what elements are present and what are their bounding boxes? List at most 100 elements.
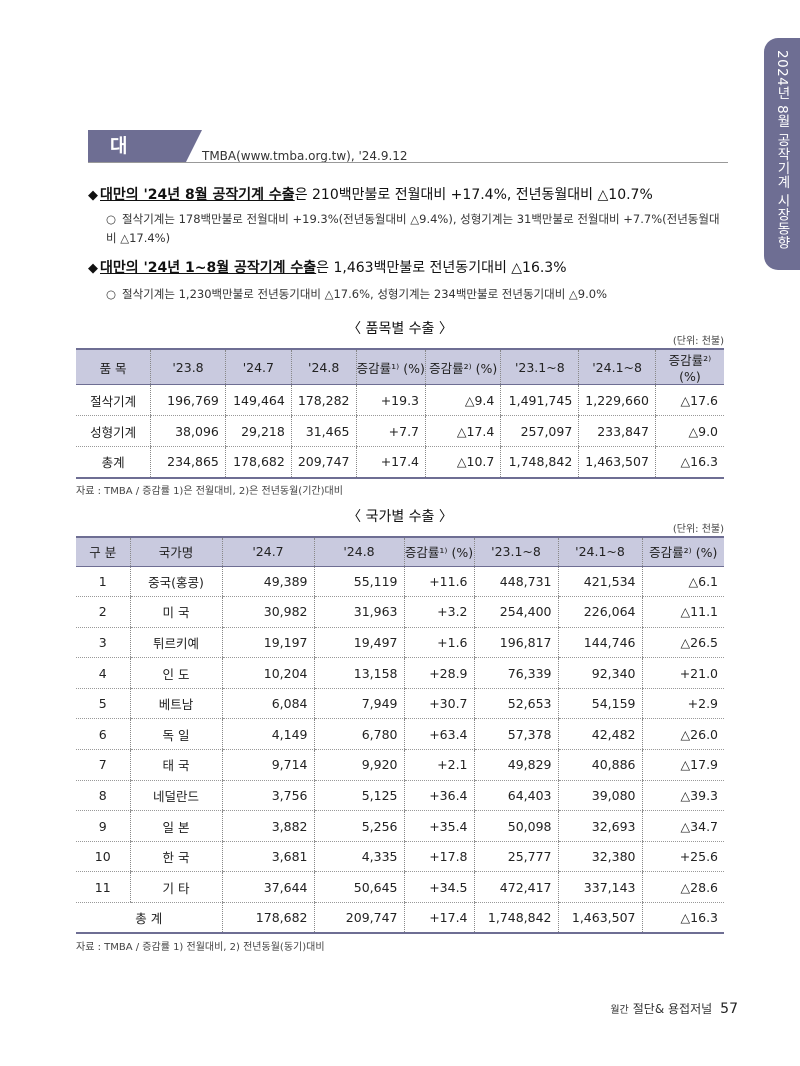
cell: 64,403 xyxy=(473,780,558,812)
cell: 튀르키예 xyxy=(129,627,222,659)
cell: 32,693 xyxy=(557,810,642,842)
cell: 226,064 xyxy=(557,596,642,628)
table2-title: 〈 국가별 수출 〉 xyxy=(347,509,453,525)
cell: 19,497 xyxy=(313,627,404,659)
cell: 29,218 xyxy=(224,415,292,447)
cell: 독 일 xyxy=(129,718,222,751)
cell: 337,143 xyxy=(557,871,642,904)
cell: 일 본 xyxy=(129,810,222,842)
col-header: 품 목 xyxy=(76,348,151,385)
cell: +2.1 xyxy=(403,749,474,781)
cell: 76,339 xyxy=(473,657,558,689)
cell: 5 xyxy=(76,688,130,720)
cell: △9.4 xyxy=(425,384,501,416)
cell: 31,465 xyxy=(290,415,357,447)
table1-unit: (단위: 천불) xyxy=(672,336,724,347)
table2-unit: (단위: 천불) xyxy=(672,524,724,535)
magazine-prefix: 월간 xyxy=(610,1005,629,1016)
cell: 7 xyxy=(76,749,130,781)
cell: 4 xyxy=(76,657,130,689)
table-row: 11 기 타 37,644 50,645 +34.5 472,417 337,143 △28.… xyxy=(76,871,724,904)
cell: 149,464 xyxy=(224,384,292,416)
col-header: 증감률¹⁾ (%) xyxy=(403,536,474,567)
cell: 한 국 xyxy=(129,841,222,873)
cell: 1,463,507 xyxy=(557,902,642,935)
cell: 3,681 xyxy=(221,841,314,873)
col-header: 증감률¹⁾ (%) xyxy=(355,348,426,385)
cell: △26.0 xyxy=(641,718,724,751)
cell: 40,886 xyxy=(557,749,642,781)
diamond-bullet-icon: ◆ xyxy=(88,261,98,276)
cell: +19.3 xyxy=(355,384,426,416)
bullet-2-underlined: 대만의 '24년 1~8월 공작기계 수출 xyxy=(100,260,317,276)
cell: 5,256 xyxy=(313,810,404,842)
cell: 25,777 xyxy=(473,841,558,873)
table-row: 성형기계 38,096 29,218 31,465 +7.7 △17.4 257… xyxy=(76,415,724,447)
cell: 네덜란드 xyxy=(129,780,222,812)
bullet-1-rest: 은 210백만불로 전월대비 +17.4%, 전년동월대비 △10.7% xyxy=(294,187,653,203)
table-row: 3 튀르키예 19,197 19,497 +1.6 196,817 144,746 △26.5 xyxy=(76,627,724,659)
cell: +17.8 xyxy=(403,841,474,873)
table-row: 10 한 국 3,681 4,335 +17.8 25,777 32,380 +25.6 xyxy=(76,841,724,873)
cell: 178,282 xyxy=(290,384,357,416)
cell: +1.6 xyxy=(403,627,474,659)
cell: △26.5 xyxy=(641,627,724,659)
cell: +17.4 xyxy=(355,446,426,479)
magazine-name: 절단& 용접저널 xyxy=(632,1002,713,1016)
cell: 인 도 xyxy=(129,657,222,689)
cell: △17.6 xyxy=(654,384,724,416)
cell: 3,756 xyxy=(221,780,314,812)
table-header-row: 구 분 국가명 '24.7 '24.8 증감률¹⁾ (%) '23.1~8 '2… xyxy=(76,536,724,567)
cell: 32,380 xyxy=(557,841,642,873)
cell: 성형기계 xyxy=(76,415,151,447)
cell: 38,096 xyxy=(150,415,226,447)
cell: 4,149 xyxy=(221,718,314,751)
cell: 234,865 xyxy=(150,446,226,479)
cell: △17.4 xyxy=(425,415,501,447)
cell: 6,780 xyxy=(313,718,404,751)
bullet-sub-1: ○ 절삭기계는 178백만불로 전월대비 +19.3%(전년동월대비 △9.4%)… xyxy=(106,210,724,248)
cell: 태 국 xyxy=(129,749,222,781)
bullet-sub-2: ○ 절삭기계는 1,230백만불로 전년동기대비 △17.6%, 성형기계는 23… xyxy=(106,285,724,304)
page-footer: 월간 절단& 용접저널 57 xyxy=(610,1000,738,1017)
table-header-row: 품 목 '23.8 '24.7 '24.8 증감률¹⁾ (%) 증감률²⁾ (%… xyxy=(76,348,724,385)
cell: 31,963 xyxy=(313,596,404,628)
cell: +7.7 xyxy=(355,415,426,447)
cell: 92,340 xyxy=(557,657,642,689)
col-header: '24.8 xyxy=(313,536,404,567)
product-export-table: 품 목 '23.8 '24.7 '24.8 증감률¹⁾ (%) 증감률²⁾ (%… xyxy=(76,348,724,479)
circle-bullet-icon: ○ xyxy=(106,212,117,226)
table-row-total: 총 계 178,682 209,747 +17.4 1,748,842 1,463,507… xyxy=(76,902,724,935)
cell: 39,080 xyxy=(557,780,642,812)
cell: 1,491,745 xyxy=(500,384,579,416)
cell: △34.7 xyxy=(641,810,724,842)
cell: +17.4 xyxy=(403,902,474,935)
col-header: 증감률²⁾ (%) xyxy=(654,348,724,385)
cell: △6.1 xyxy=(641,566,724,598)
cell: +11.6 xyxy=(403,566,474,598)
cell: +3.2 xyxy=(403,596,474,628)
col-header: 국가명 xyxy=(129,536,222,567)
cell: △16.3 xyxy=(641,902,724,935)
cell: +34.5 xyxy=(403,871,474,904)
source-citation: TMBA(www.tmba.org.tw), '24.9.12 xyxy=(202,149,408,163)
cell: 19,197 xyxy=(221,627,314,659)
cell: 1,748,842 xyxy=(500,446,579,479)
cell: 1 xyxy=(76,566,130,598)
table-row: 8 네덜란드 3,756 5,125 +36.4 64,403 39,080 △39.3 xyxy=(76,780,724,812)
cell: +36.4 xyxy=(403,780,474,812)
cell: △17.9 xyxy=(641,749,724,781)
cell: 10 xyxy=(76,841,130,873)
bullet-main-2: ◆ 대만의 '24년 1~8월 공작기계 수출은 1,463백만불로 전년동기대비… xyxy=(88,257,567,277)
cell: 절삭기계 xyxy=(76,384,151,416)
cell: 209,747 xyxy=(290,446,357,479)
country-label: 대 만 xyxy=(88,130,186,189)
col-header: 구 분 xyxy=(76,536,130,567)
cell: 13,158 xyxy=(313,657,404,689)
cell: 178,682 xyxy=(221,902,314,935)
bullet-sub-2-text: 절삭기계는 1,230백만불로 전년동기대비 △17.6%, 성형기계는 234… xyxy=(122,287,607,301)
